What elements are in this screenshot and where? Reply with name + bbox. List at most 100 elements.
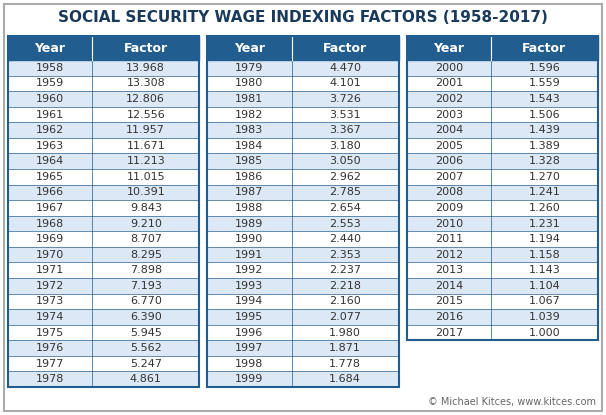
Text: 1.143: 1.143 (528, 265, 561, 275)
Text: 2013: 2013 (435, 265, 463, 275)
Text: 2010: 2010 (435, 219, 463, 229)
Text: 1983: 1983 (235, 125, 264, 135)
Bar (8, 107, 199, 122)
Text: 1964: 1964 (36, 156, 64, 166)
Bar (8, 200, 199, 216)
Text: 1.241: 1.241 (528, 187, 561, 198)
Text: 1989: 1989 (235, 219, 264, 229)
Text: 1970: 1970 (36, 250, 64, 260)
Text: 1968: 1968 (36, 219, 64, 229)
Bar (407, 76, 598, 91)
Bar (407, 278, 598, 293)
Bar (207, 293, 399, 309)
Bar (8, 216, 199, 231)
Bar (407, 60, 598, 76)
Text: 1.596: 1.596 (528, 63, 561, 73)
Text: 1973: 1973 (36, 296, 64, 306)
Text: 1974: 1974 (36, 312, 64, 322)
Text: 1987: 1987 (235, 187, 264, 198)
Bar (8, 247, 199, 262)
Text: 1965: 1965 (36, 172, 64, 182)
Text: 13.308: 13.308 (127, 78, 165, 88)
Text: 1.439: 1.439 (528, 125, 561, 135)
Text: 2017: 2017 (435, 327, 463, 337)
Bar (207, 76, 399, 91)
Text: 1.039: 1.039 (528, 312, 561, 322)
Text: 2.962: 2.962 (329, 172, 361, 182)
Text: 1978: 1978 (36, 374, 64, 384)
Text: 3.367: 3.367 (329, 125, 361, 135)
Bar (207, 36, 399, 387)
Text: 1959: 1959 (36, 78, 64, 88)
Bar (207, 185, 399, 200)
Bar (8, 60, 199, 76)
Bar (207, 154, 399, 169)
Bar (207, 200, 399, 216)
Text: 7.898: 7.898 (130, 265, 162, 275)
Bar (207, 231, 399, 247)
Text: 2002: 2002 (435, 94, 463, 104)
Text: © Michael Kitces, www.kitces.com: © Michael Kitces, www.kitces.com (428, 397, 596, 407)
Text: 1966: 1966 (36, 187, 64, 198)
Bar (8, 371, 199, 387)
Text: 1.980: 1.980 (329, 327, 361, 337)
Text: Factor: Factor (522, 42, 567, 54)
Bar (8, 169, 199, 185)
Text: 2008: 2008 (435, 187, 463, 198)
Bar (207, 262, 399, 278)
Text: 2006: 2006 (435, 156, 463, 166)
Text: 1977: 1977 (36, 359, 64, 369)
Text: 11.015: 11.015 (127, 172, 165, 182)
Bar (207, 36, 399, 60)
Text: 1980: 1980 (235, 78, 264, 88)
Text: 2014: 2014 (435, 281, 463, 291)
Bar (407, 107, 598, 122)
Bar (8, 356, 199, 371)
Bar (407, 169, 598, 185)
Text: 2.218: 2.218 (329, 281, 361, 291)
Text: 2009: 2009 (435, 203, 463, 213)
Bar (8, 278, 199, 293)
Bar (8, 309, 199, 325)
Text: 1991: 1991 (235, 250, 264, 260)
Bar (407, 325, 598, 340)
Bar (8, 76, 199, 91)
Text: 2015: 2015 (435, 296, 463, 306)
Text: 2000: 2000 (435, 63, 463, 73)
Bar (407, 216, 598, 231)
Text: 1979: 1979 (235, 63, 264, 73)
Bar (407, 122, 598, 138)
Text: 2007: 2007 (435, 172, 463, 182)
Text: 1996: 1996 (235, 327, 264, 337)
Text: 1.000: 1.000 (528, 327, 560, 337)
Text: Factor: Factor (124, 42, 168, 54)
Text: 3.050: 3.050 (329, 156, 361, 166)
Text: 1990: 1990 (235, 234, 264, 244)
Text: 1.506: 1.506 (528, 110, 560, 120)
Bar (8, 36, 199, 387)
Text: 2.440: 2.440 (329, 234, 361, 244)
Text: 1958: 1958 (36, 63, 64, 73)
Text: Factor: Factor (323, 42, 367, 54)
Text: 1995: 1995 (235, 312, 264, 322)
Bar (207, 340, 399, 356)
Text: 9.843: 9.843 (130, 203, 162, 213)
Text: 4.861: 4.861 (130, 374, 162, 384)
Text: 1.328: 1.328 (528, 156, 561, 166)
Text: 2011: 2011 (435, 234, 463, 244)
Bar (207, 356, 399, 371)
Text: 1.194: 1.194 (528, 234, 561, 244)
Bar (207, 247, 399, 262)
Bar (407, 154, 598, 169)
Bar (207, 278, 399, 293)
Text: 1997: 1997 (235, 343, 264, 353)
Text: 2.353: 2.353 (329, 250, 361, 260)
Bar (8, 325, 199, 340)
Text: 1.543: 1.543 (528, 94, 561, 104)
Text: 1.158: 1.158 (528, 250, 561, 260)
Text: Year: Year (433, 42, 464, 54)
Bar (8, 231, 199, 247)
Text: 1967: 1967 (36, 203, 64, 213)
Bar (8, 154, 199, 169)
Bar (407, 185, 598, 200)
